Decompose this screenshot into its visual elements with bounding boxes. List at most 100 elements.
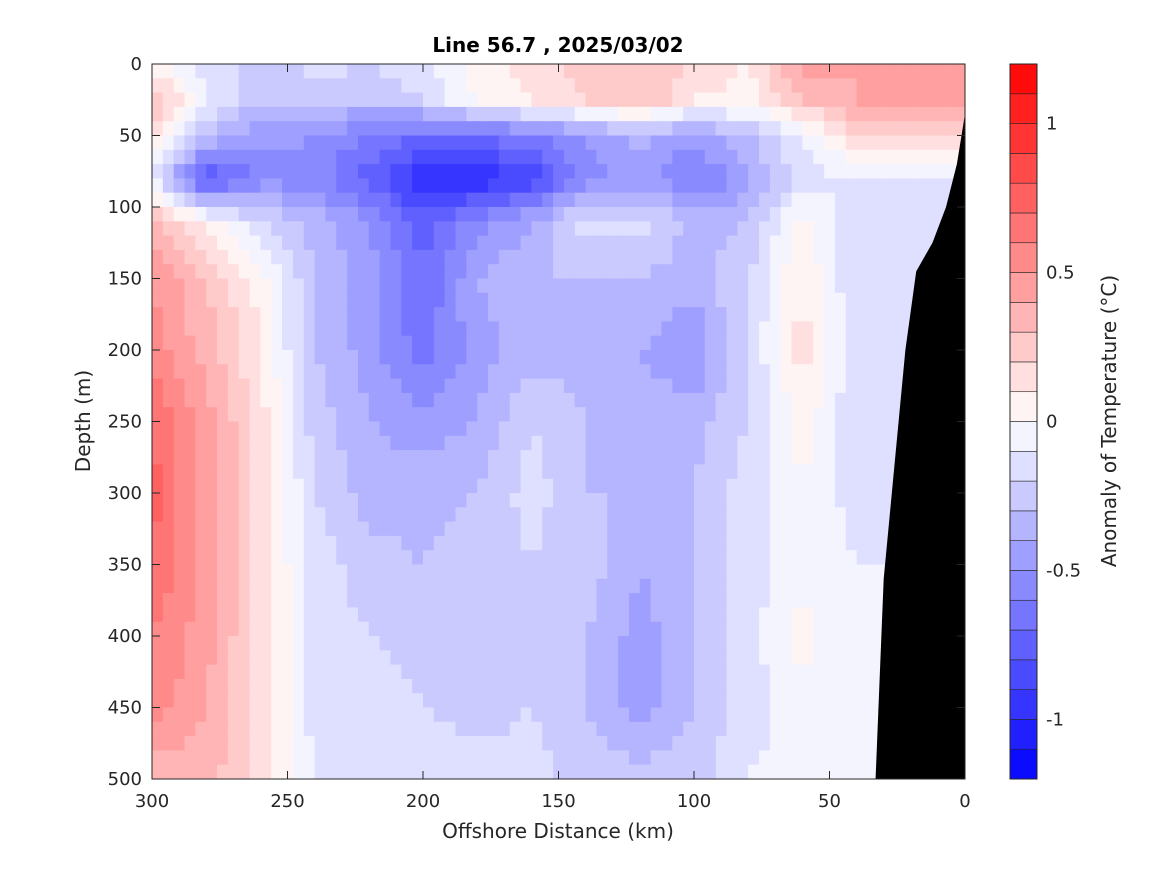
heatmap-cell: [650, 364, 663, 380]
heatmap-cell: [585, 435, 598, 451]
heatmap-cell: [780, 664, 793, 680]
heatmap-cell: [672, 106, 684, 122]
heatmap-cell: [542, 678, 554, 694]
heatmap-cell: [780, 78, 793, 94]
heatmap-cell: [574, 636, 587, 651]
heatmap-cell: [498, 535, 511, 551]
heatmap-cell: [466, 764, 478, 779]
heatmap-cell: [715, 92, 728, 108]
heatmap-cell: [314, 264, 327, 280]
heatmap-cell: [618, 507, 630, 523]
heatmap-cell: [704, 435, 717, 451]
heatmap-cell: [574, 378, 587, 394]
heatmap-cell: [899, 121, 912, 137]
heatmap-cell: [748, 106, 760, 122]
heatmap-cell: [379, 207, 392, 222]
heatmap-cell: [672, 764, 684, 779]
heatmap-cell: [184, 149, 196, 165]
heatmap-cell: [628, 678, 641, 694]
heatmap-cell: [162, 650, 175, 666]
heatmap-cell: [878, 78, 890, 94]
heatmap-cell: [759, 578, 771, 594]
heatmap-cell: [639, 192, 652, 208]
heatmap-cell: [412, 664, 424, 680]
heatmap-cell: [455, 164, 467, 179]
heatmap-cell: [943, 149, 955, 165]
heatmap-cell: [173, 507, 186, 523]
heatmap-cell: [444, 364, 457, 380]
heatmap-cell: [249, 693, 261, 709]
heatmap-cell: [260, 464, 272, 480]
heatmap-cell: [173, 750, 186, 766]
heatmap-cell: [368, 264, 381, 280]
heatmap-cell: [715, 435, 728, 451]
heatmap-cell: [455, 693, 467, 709]
heatmap-cell: [704, 149, 717, 165]
heatmap-cell: [206, 321, 218, 337]
heatmap-cell: [173, 78, 186, 94]
heatmap-cell: [856, 350, 869, 365]
heatmap-cell: [509, 292, 522, 308]
heatmap-cell: [889, 321, 901, 337]
heatmap-cell: [401, 636, 413, 651]
heatmap-cell: [368, 435, 381, 451]
heatmap-cell: [292, 92, 305, 108]
heatmap-cell: [791, 421, 803, 437]
heatmap-cell: [152, 364, 164, 380]
heatmap-cell: [444, 721, 457, 737]
heatmap-cell: [249, 192, 261, 208]
heatmap-cell: [834, 493, 847, 508]
heatmap-cell: [401, 378, 413, 394]
heatmap-cell: [704, 650, 717, 666]
heatmap-cell: [813, 278, 825, 294]
heatmap-cell: [162, 264, 175, 280]
heatmap-cell: [531, 750, 543, 766]
heatmap-cell: [748, 650, 760, 666]
heatmap-cell: [834, 178, 847, 194]
heatmap-cell: [184, 292, 196, 308]
heatmap-cell: [260, 721, 272, 737]
heatmap-cell: [184, 221, 196, 237]
heatmap-cell: [357, 750, 370, 766]
heatmap-cell: [607, 521, 619, 537]
heatmap-cell: [173, 521, 186, 537]
heatmap-cell: [271, 507, 283, 523]
heatmap-cell: [845, 192, 858, 208]
heatmap-cell: [466, 535, 478, 551]
heatmap-cell: [726, 750, 738, 766]
heatmap-cell: [401, 135, 413, 151]
heatmap-cell: [217, 64, 229, 79]
heatmap-cell: [574, 693, 587, 709]
heatmap-cell: [715, 378, 728, 394]
heatmap-cell: [162, 207, 175, 222]
heatmap-cell: [661, 521, 673, 537]
heatmap-cell: [368, 135, 381, 151]
heatmap-cell: [596, 464, 608, 480]
heatmap-cell: [813, 392, 825, 408]
heatmap-cell: [357, 106, 370, 122]
heatmap-cell: [737, 149, 749, 165]
heatmap-cell: [737, 550, 749, 566]
heatmap-cell: [173, 164, 186, 179]
heatmap-cell: [347, 650, 359, 666]
heatmap-cell: [260, 450, 272, 465]
heatmap-cell: [477, 493, 489, 508]
heatmap-cell: [748, 550, 760, 566]
heatmap-cell: [748, 407, 760, 423]
heatmap-cell: [184, 392, 196, 408]
heatmap-cell: [173, 435, 186, 451]
heatmap-cell: [217, 392, 229, 408]
heatmap-cell: [347, 550, 359, 566]
heatmap-cell: [336, 750, 348, 766]
heatmap-cell: [834, 221, 847, 237]
heatmap-cell: [574, 607, 587, 623]
heatmap-cell: [412, 421, 424, 437]
heatmap-cell: [834, 192, 847, 208]
heatmap-cell: [498, 407, 511, 423]
heatmap-cell: [444, 264, 457, 280]
heatmap-cell: [401, 264, 413, 280]
heatmap-cell: [303, 535, 316, 551]
heatmap-cell: [759, 321, 771, 337]
heatmap-cell: [769, 121, 782, 137]
heatmap-cell: [509, 64, 522, 79]
